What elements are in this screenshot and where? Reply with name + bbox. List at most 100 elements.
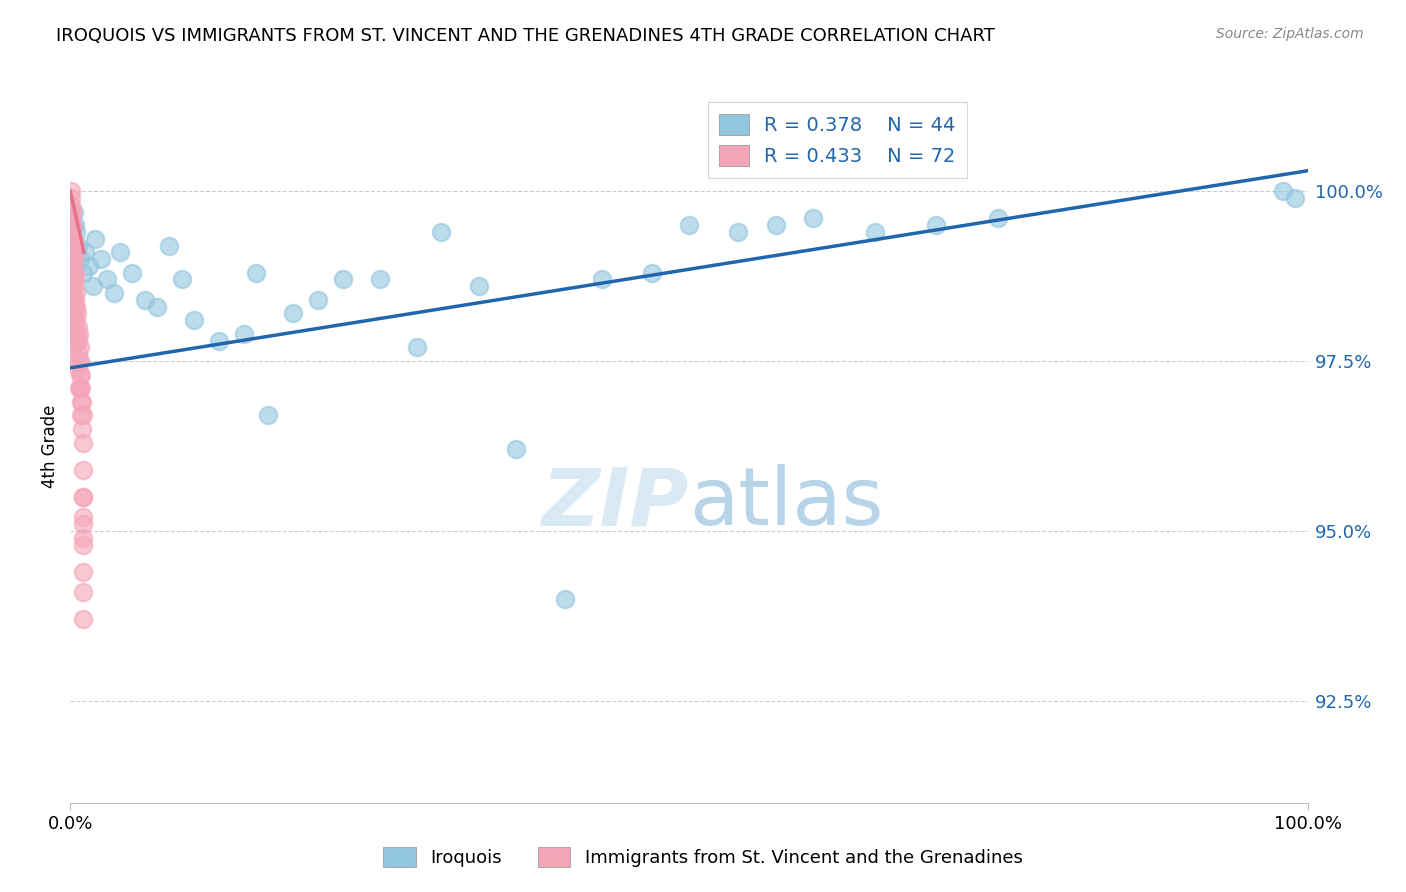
Point xyxy=(591,272,613,286)
Text: atlas: atlas xyxy=(689,464,883,542)
Point xyxy=(60,218,83,232)
Point xyxy=(62,266,84,280)
Point xyxy=(72,537,94,551)
Point xyxy=(863,225,886,239)
Point xyxy=(66,306,89,320)
Point xyxy=(62,313,84,327)
Point xyxy=(72,517,94,532)
Point xyxy=(65,225,87,239)
Point xyxy=(62,286,84,301)
Point xyxy=(82,279,104,293)
Point xyxy=(60,286,83,301)
Point xyxy=(60,245,83,260)
Point xyxy=(60,218,83,232)
Point xyxy=(121,266,143,280)
Point xyxy=(62,252,84,266)
Point xyxy=(257,409,280,423)
Point xyxy=(65,300,87,314)
Point xyxy=(60,232,83,246)
Point xyxy=(65,272,87,286)
Point xyxy=(108,245,131,260)
Legend: Iroquois, Immigrants from St. Vincent and the Grenadines: Iroquois, Immigrants from St. Vincent an… xyxy=(375,839,1031,874)
Text: IROQUOIS VS IMMIGRANTS FROM ST. VINCENT AND THE GRENADINES 4TH GRADE CORRELATION: IROQUOIS VS IMMIGRANTS FROM ST. VINCENT … xyxy=(56,27,995,45)
Point xyxy=(368,272,391,286)
Point xyxy=(72,565,94,579)
Point xyxy=(69,368,91,382)
Point xyxy=(69,252,91,266)
Point xyxy=(67,360,90,375)
Point xyxy=(62,320,84,334)
Point xyxy=(72,531,94,545)
Text: ZIP: ZIP xyxy=(541,464,689,542)
Point xyxy=(66,238,89,252)
Point xyxy=(60,272,83,286)
Point xyxy=(987,211,1010,226)
Point xyxy=(1271,184,1294,198)
Point xyxy=(72,510,94,524)
Point xyxy=(69,341,91,355)
Point xyxy=(157,238,180,252)
Point xyxy=(62,238,84,252)
Point xyxy=(69,381,91,395)
Point xyxy=(65,326,87,341)
Point xyxy=(59,191,82,205)
Point xyxy=(60,252,83,266)
Point xyxy=(69,368,91,382)
Point xyxy=(925,218,948,232)
Point xyxy=(59,225,82,239)
Point xyxy=(72,266,94,280)
Legend: R = 0.378    N = 44, R = 0.433    N = 72: R = 0.378 N = 44, R = 0.433 N = 72 xyxy=(707,103,967,178)
Point xyxy=(405,341,427,355)
Point xyxy=(554,591,576,606)
Point xyxy=(77,259,100,273)
Point xyxy=(72,463,94,477)
Point xyxy=(63,279,86,293)
Point xyxy=(801,211,824,226)
Point xyxy=(96,272,118,286)
Point xyxy=(59,218,82,232)
Point xyxy=(72,435,94,450)
Point xyxy=(72,409,94,423)
Point xyxy=(332,272,354,286)
Point xyxy=(59,184,82,198)
Y-axis label: 4th Grade: 4th Grade xyxy=(41,404,59,488)
Point xyxy=(146,300,169,314)
Point xyxy=(65,313,87,327)
Point xyxy=(245,266,267,280)
Point xyxy=(72,585,94,599)
Point xyxy=(84,232,107,246)
Point xyxy=(67,354,90,368)
Point xyxy=(63,293,86,307)
Point xyxy=(60,204,83,219)
Point xyxy=(183,313,205,327)
Point xyxy=(67,334,90,348)
Point xyxy=(63,204,86,219)
Point xyxy=(63,306,86,320)
Point xyxy=(59,211,82,226)
Point xyxy=(65,300,87,314)
Point xyxy=(307,293,329,307)
Point xyxy=(103,286,125,301)
Point xyxy=(62,272,84,286)
Point xyxy=(430,225,453,239)
Point xyxy=(60,232,83,246)
Point xyxy=(72,612,94,626)
Point xyxy=(170,272,193,286)
Point xyxy=(63,266,86,280)
Point xyxy=(59,204,82,219)
Point xyxy=(67,381,90,395)
Point xyxy=(727,225,749,239)
Point xyxy=(69,394,91,409)
Point xyxy=(62,232,84,246)
Point xyxy=(66,334,89,348)
Point xyxy=(60,293,83,307)
Point xyxy=(208,334,231,348)
Point xyxy=(67,326,90,341)
Point xyxy=(1284,191,1306,205)
Point xyxy=(62,341,84,355)
Point xyxy=(72,490,94,504)
Point xyxy=(75,245,97,260)
Point xyxy=(70,381,93,395)
Point xyxy=(70,422,93,436)
Point xyxy=(70,394,93,409)
